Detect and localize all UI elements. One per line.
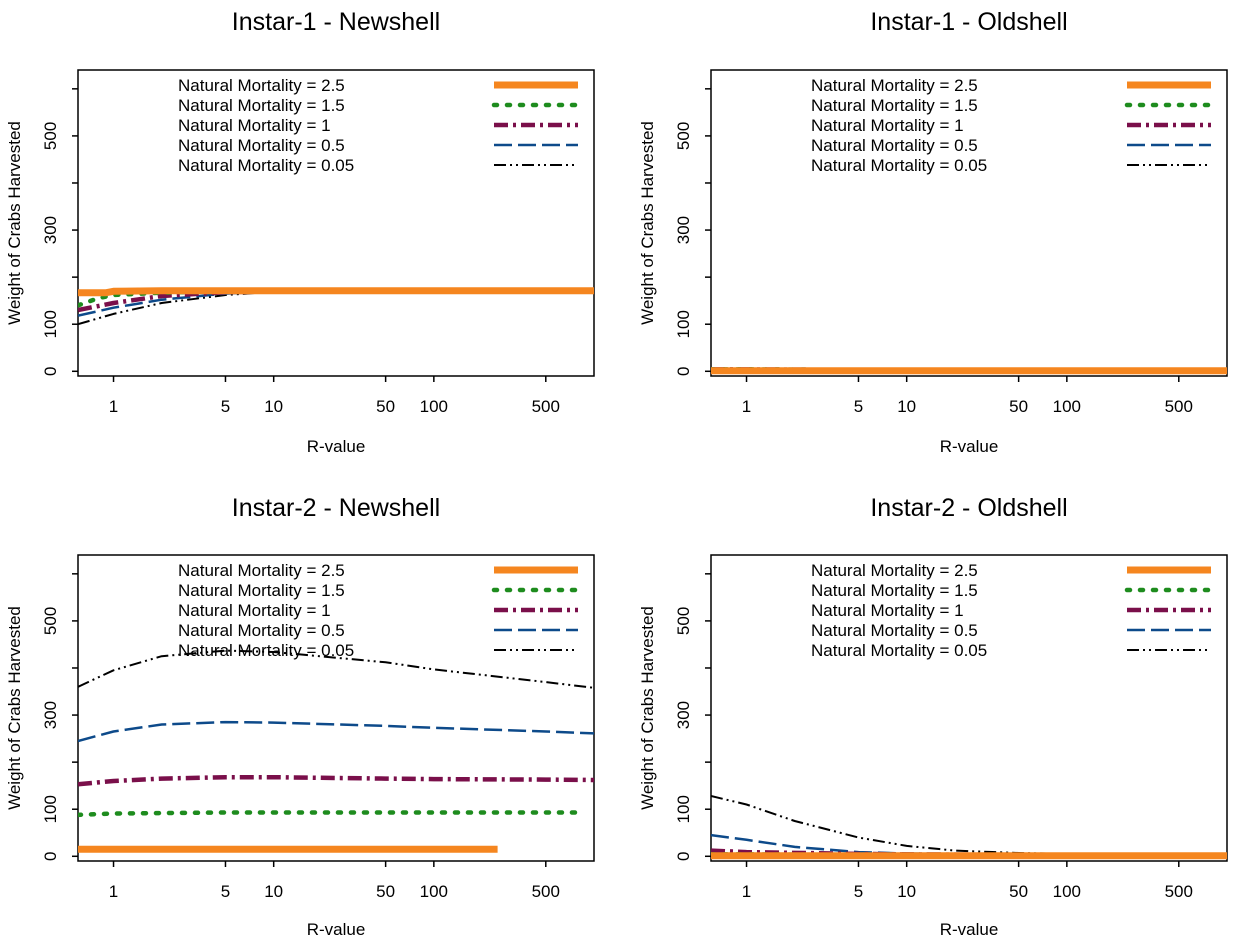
x-tick-label: 50 bbox=[1009, 882, 1028, 901]
series-line-2 bbox=[78, 810, 581, 818]
legend-label: Natural Mortality = 0.05 bbox=[811, 641, 987, 660]
x-tick-label: 5 bbox=[854, 882, 863, 901]
y-tick-label: 0 bbox=[674, 367, 693, 376]
x-axis-label: R-value bbox=[940, 920, 999, 939]
x-tick-label: 10 bbox=[897, 397, 916, 416]
chart-title: Instar-1 - Newshell bbox=[232, 8, 440, 36]
y-tick-label: 100 bbox=[41, 310, 60, 338]
series-line-5 bbox=[78, 289, 594, 326]
x-tick-label: 50 bbox=[376, 397, 395, 416]
legend-label: Natural Mortality = 2.5 bbox=[811, 76, 978, 95]
legend-label: Natural Mortality = 1 bbox=[811, 116, 964, 135]
series-line-1 bbox=[78, 287, 594, 297]
legend-label: Natural Mortality = 0.5 bbox=[178, 136, 345, 155]
x-axis-label: R-value bbox=[940, 437, 999, 456]
series-line-5 bbox=[711, 795, 1227, 856]
x-tick-label: 50 bbox=[1009, 397, 1028, 416]
y-tick-label: 100 bbox=[674, 795, 693, 823]
x-tick-label: 1 bbox=[742, 397, 751, 416]
y-axis-label: Weight of Crabs Harvested bbox=[5, 606, 24, 810]
x-tick-label: 1 bbox=[109, 882, 118, 901]
x-tick-label: 100 bbox=[1053, 882, 1081, 901]
series-line-4 bbox=[78, 720, 594, 743]
y-tick-label: 300 bbox=[41, 216, 60, 244]
legend-label: Natural Mortality = 1 bbox=[178, 116, 331, 135]
y-tick-label: 100 bbox=[674, 310, 693, 338]
legend-label: Natural Mortality = 2.5 bbox=[178, 561, 345, 580]
x-tick-label: 50 bbox=[376, 882, 395, 901]
x-axis-label: R-value bbox=[307, 437, 366, 456]
x-tick-label: 500 bbox=[532, 882, 560, 901]
x-tick-label: 100 bbox=[420, 882, 448, 901]
legend-label: Natural Mortality = 1.5 bbox=[178, 96, 345, 115]
legend-label: Natural Mortality = 0.5 bbox=[811, 621, 978, 640]
y-tick-label: 500 bbox=[674, 607, 693, 635]
chart-title: Instar-2 - Oldshell bbox=[870, 494, 1067, 522]
y-tick-label: 500 bbox=[41, 607, 60, 635]
series-line-4 bbox=[711, 833, 1227, 856]
x-tick-label: 10 bbox=[264, 882, 283, 901]
y-tick-label: 100 bbox=[41, 795, 60, 823]
chart-panel-1: Instar-1 - Newshell R-value Weight of Crab… bbox=[5, 8, 595, 456]
x-tick-label: 5 bbox=[221, 397, 230, 416]
x-tick-label: 100 bbox=[420, 397, 448, 416]
x-tick-label: 1 bbox=[742, 882, 751, 901]
y-tick-label: 300 bbox=[674, 216, 693, 244]
plot-frame bbox=[77, 69, 595, 377]
legend-label: Natural Mortality = 0.5 bbox=[811, 136, 978, 155]
y-tick-label: 300 bbox=[674, 701, 693, 729]
legend-label: Natural Mortality = 1.5 bbox=[811, 96, 978, 115]
x-tick-label: 500 bbox=[532, 397, 560, 416]
y-tick-label: 300 bbox=[41, 701, 60, 729]
x-tick-label: 500 bbox=[1165, 397, 1193, 416]
y-axis-label: Weight of Crabs Harvested bbox=[638, 121, 657, 325]
x-axis-label: R-value bbox=[307, 920, 366, 939]
chart-title: Instar-1 - Oldshell bbox=[870, 8, 1067, 36]
plot-frame bbox=[710, 554, 1228, 862]
plot-frame bbox=[710, 69, 1228, 377]
legend-label: Natural Mortality = 2.5 bbox=[811, 561, 978, 580]
x-tick-label: 1 bbox=[109, 397, 118, 416]
y-axis-label: Weight of Crabs Harvested bbox=[638, 606, 657, 810]
series-line-5 bbox=[78, 649, 594, 689]
y-tick-label: 0 bbox=[674, 852, 693, 861]
legend-label: Natural Mortality = 2.5 bbox=[178, 76, 345, 95]
x-tick-label: 500 bbox=[1165, 882, 1193, 901]
y-tick-label: 0 bbox=[41, 367, 60, 376]
y-tick-label: 500 bbox=[41, 122, 60, 150]
legend-label: Natural Mortality = 1.5 bbox=[811, 581, 978, 600]
legend-label: Natural Mortality = 1.5 bbox=[178, 581, 345, 600]
chart-panel-3: Instar-2 - Newshell R-value Weight of Crab… bbox=[5, 494, 595, 939]
legend-label: Natural Mortality = 0.05 bbox=[178, 641, 354, 660]
legend-label: Natural Mortality = 0.05 bbox=[178, 156, 354, 175]
chart-panel-2: Instar-1 - Oldshell R-value Weight of Crab… bbox=[638, 8, 1228, 456]
legend-label: Natural Mortality = 0.5 bbox=[178, 621, 345, 640]
series-line-3 bbox=[78, 774, 594, 787]
y-axis-label: Weight of Crabs Harvested bbox=[5, 121, 24, 325]
x-tick-label: 5 bbox=[221, 882, 230, 901]
legend-label: Natural Mortality = 0.05 bbox=[811, 156, 987, 175]
chart-title: Instar-2 - Newshell bbox=[232, 494, 440, 522]
x-tick-label: 5 bbox=[854, 397, 863, 416]
y-tick-label: 500 bbox=[674, 122, 693, 150]
plot-frame bbox=[77, 554, 595, 862]
chart-panel-4: Instar-2 - Oldshell R-value Weight of Crab… bbox=[638, 494, 1228, 939]
x-tick-label: 100 bbox=[1053, 397, 1081, 416]
legend-label: Natural Mortality = 1 bbox=[178, 601, 331, 620]
y-tick-label: 0 bbox=[41, 852, 60, 861]
x-tick-label: 10 bbox=[897, 882, 916, 901]
legend-label: Natural Mortality = 1 bbox=[811, 601, 964, 620]
x-tick-label: 10 bbox=[264, 397, 283, 416]
